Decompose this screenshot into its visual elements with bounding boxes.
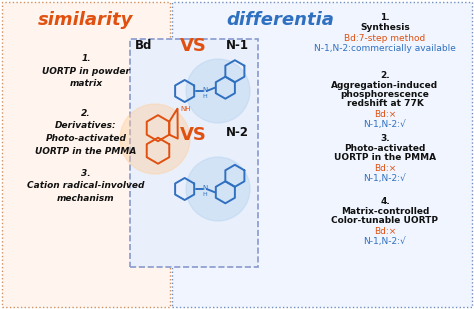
Text: N-1: N-1: [226, 39, 248, 52]
Text: 1.
UORTP in powder
matrix: 1. UORTP in powder matrix: [42, 54, 130, 88]
Text: Photo-activated: Photo-activated: [344, 144, 426, 153]
Text: N: N: [202, 185, 208, 191]
Text: Matrix-controlled: Matrix-controlled: [341, 207, 429, 216]
Text: 2.
Derivatives:
Photo-activated
UORTP in the PMMA: 2. Derivatives: Photo-activated UORTP in…: [35, 109, 137, 155]
Text: N-1,N-2:commercially available: N-1,N-2:commercially available: [314, 44, 456, 53]
Text: Bd:×: Bd:×: [374, 110, 396, 119]
Text: 3.: 3.: [380, 134, 390, 143]
Text: N-1,N-2:√: N-1,N-2:√: [364, 237, 406, 246]
Text: Color-tunable UORTP: Color-tunable UORTP: [331, 216, 438, 225]
Text: phosphorescence: phosphorescence: [340, 90, 429, 99]
Text: 3.
Cation radical-involved
mechanism: 3. Cation radical-involved mechanism: [27, 169, 145, 203]
Text: H: H: [202, 94, 207, 99]
Text: N-1,N-2:√: N-1,N-2:√: [364, 120, 406, 129]
FancyBboxPatch shape: [130, 39, 258, 267]
Text: Bd: Bd: [135, 39, 153, 52]
FancyBboxPatch shape: [2, 2, 170, 307]
Text: H: H: [202, 192, 207, 197]
Text: 2.: 2.: [380, 71, 390, 80]
Text: Bd:7-step method: Bd:7-step method: [345, 34, 426, 43]
Text: NH: NH: [180, 106, 191, 112]
Text: UORTP in the PMMA: UORTP in the PMMA: [334, 153, 436, 162]
Text: Aggregation-induced: Aggregation-induced: [331, 81, 438, 90]
Text: differentia: differentia: [226, 11, 334, 29]
Text: 4.: 4.: [380, 197, 390, 206]
Circle shape: [120, 104, 190, 174]
Text: N-2: N-2: [226, 126, 248, 139]
Text: VS: VS: [180, 37, 207, 55]
Circle shape: [186, 157, 250, 221]
Text: Synthesis: Synthesis: [360, 23, 410, 32]
Text: N-1,N-2:√: N-1,N-2:√: [364, 174, 406, 183]
Text: Bd:×: Bd:×: [374, 227, 396, 236]
Text: 1.: 1.: [380, 13, 390, 22]
Text: VS: VS: [180, 126, 207, 144]
Circle shape: [186, 59, 250, 123]
Text: Bd:×: Bd:×: [374, 164, 396, 173]
Text: redshift at 77K: redshift at 77K: [346, 99, 423, 108]
Text: similarity: similarity: [38, 11, 134, 29]
FancyBboxPatch shape: [172, 2, 472, 307]
Text: N: N: [202, 87, 208, 93]
